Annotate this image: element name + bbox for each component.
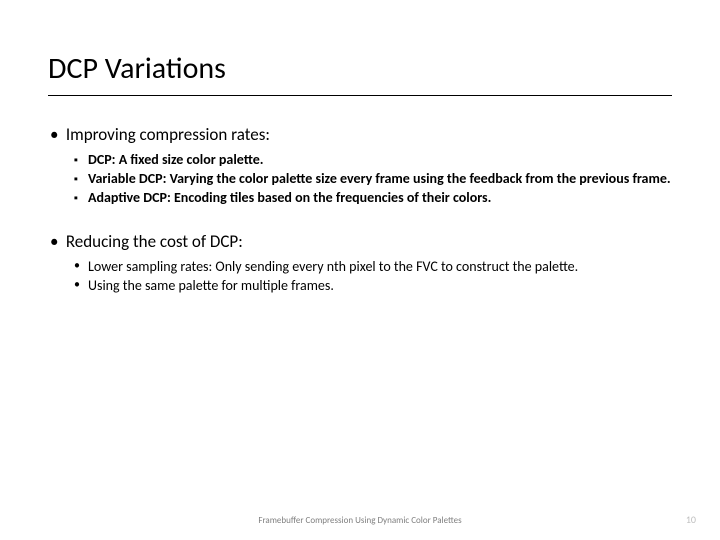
- round-bullet-icon: •: [74, 277, 88, 295]
- slide: DCP Variations • Improving compression r…: [0, 0, 720, 540]
- section-heading-2: • Reducing the cost of DCP:: [50, 231, 672, 252]
- list-item-text: Lower sampling rates: Only sending every…: [88, 258, 672, 276]
- list-item-text: Using the same palette for multiple fram…: [88, 277, 672, 295]
- section-heading-1: • Improving compression rates:: [50, 124, 672, 145]
- page-number: 10: [686, 513, 696, 526]
- section-1-list: ▪ DCP: A fixed size color palette. ▪ Var…: [74, 151, 672, 207]
- bullet-icon: •: [50, 231, 62, 252]
- square-bullet-icon: ▪: [74, 151, 88, 169]
- list-item-text: Adaptive DCP: Encoding tiles based on th…: [88, 189, 672, 207]
- square-bullet-icon: ▪: [74, 170, 88, 188]
- list-item: • Lower sampling rates: Only sending eve…: [74, 258, 672, 276]
- list-item: ▪ DCP: A fixed size color palette.: [74, 151, 672, 169]
- footer-text: Framebuffer Compression Using Dynamic Co…: [258, 515, 461, 526]
- section-2-list: • Lower sampling rates: Only sending eve…: [74, 258, 672, 295]
- section-heading-text: Reducing the cost of DCP:: [66, 231, 243, 252]
- round-bullet-icon: •: [74, 258, 88, 276]
- footer: Framebuffer Compression Using Dynamic Co…: [0, 515, 720, 526]
- square-bullet-icon: ▪: [74, 189, 88, 207]
- list-item: ▪ Variable DCP: Varying the color palett…: [74, 170, 672, 188]
- list-item-text: DCP: A fixed size color palette.: [88, 151, 672, 169]
- list-item-text: Variable DCP: Varying the color palette …: [88, 170, 672, 188]
- list-item: ▪ Adaptive DCP: Encoding tiles based on …: [74, 189, 672, 207]
- title-rule: [48, 95, 672, 96]
- list-item: • Using the same palette for multiple fr…: [74, 277, 672, 295]
- bullet-icon: •: [50, 124, 62, 145]
- slide-title: DCP Variations: [48, 50, 672, 87]
- section-heading-text: Improving compression rates:: [66, 124, 270, 145]
